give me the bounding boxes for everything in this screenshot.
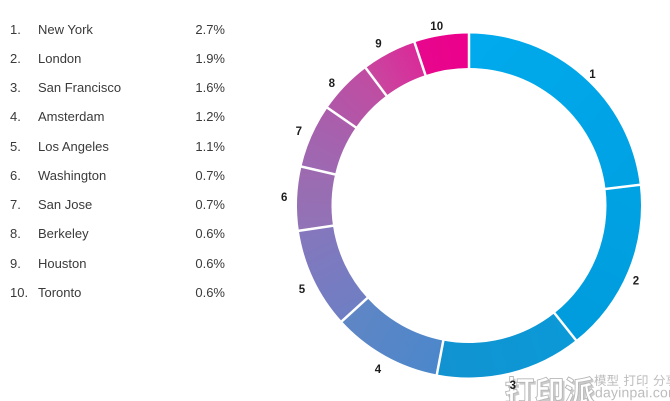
svg-text:1: 1 — [589, 69, 596, 81]
svg-text:2: 2 — [633, 276, 639, 288]
svg-text:10: 10 — [430, 21, 443, 33]
svg-text:4: 4 — [375, 364, 382, 376]
svg-text:9: 9 — [375, 38, 381, 50]
svg-text:5: 5 — [299, 284, 306, 296]
svg-text:8: 8 — [329, 78, 336, 90]
svg-text:6: 6 — [281, 192, 287, 204]
svg-text:7: 7 — [296, 126, 302, 138]
svg-text:3: 3 — [510, 380, 516, 392]
